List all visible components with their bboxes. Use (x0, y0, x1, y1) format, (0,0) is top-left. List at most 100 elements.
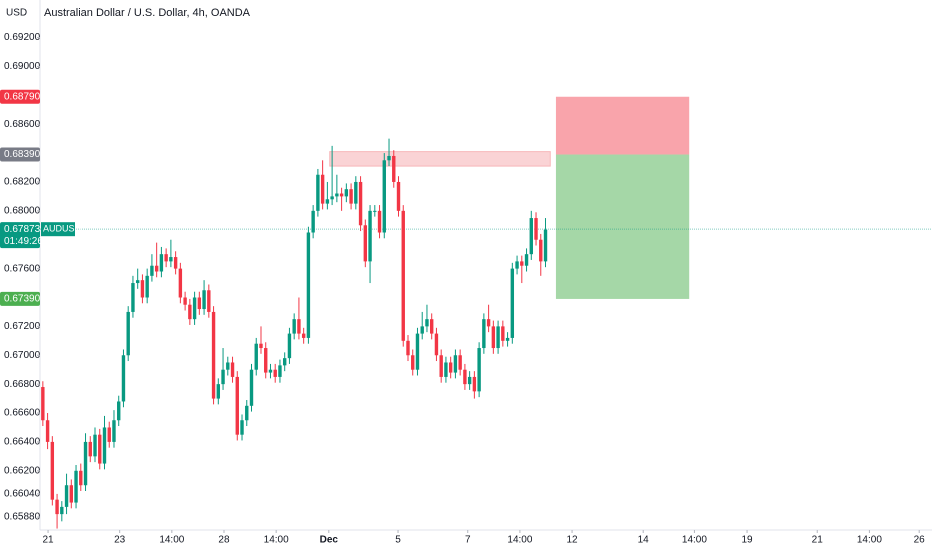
candle-body (373, 210, 377, 212)
price-tag-label: 0.67873 (4, 224, 41, 235)
stop-zone (555, 96, 690, 155)
candle-body (448, 362, 453, 373)
candle-body (458, 355, 462, 370)
candle-body (192, 297, 197, 320)
candle-body (60, 506, 64, 515)
candle-body (515, 261, 519, 269)
x-tick-label: 14:00 (264, 535, 289, 546)
candle-body (216, 384, 221, 399)
candle-body (79, 470, 83, 486)
chart-title: Australian Dollar / U.S. Dollar, 4h, OAN… (44, 7, 251, 19)
candle-body (287, 333, 292, 359)
candle-body (183, 297, 187, 305)
candle-body (98, 434, 102, 464)
candle-body (301, 333, 306, 338)
candle-body (112, 420, 116, 442)
candle-body (145, 275, 149, 298)
candle-body (482, 319, 486, 349)
candle-body (406, 340, 410, 356)
candle-body (69, 485, 73, 503)
candle-body (50, 441, 55, 500)
symbol-tag (41, 222, 75, 237)
candle-body (330, 196, 334, 200)
candle-body (178, 268, 183, 298)
x-tick-label: 21 (812, 535, 824, 546)
candle-body (316, 174, 320, 211)
price-tag (0, 89, 40, 104)
axis-unit: USD (6, 8, 27, 19)
x-tick-label: 5 (395, 535, 401, 546)
x-tick-label: 14:00 (507, 535, 532, 546)
candle-body (55, 499, 59, 515)
candle-body (245, 405, 249, 421)
candle-body (282, 358, 287, 366)
candle-body (207, 290, 211, 312)
candle-body (121, 355, 126, 402)
candle-body (358, 181, 363, 226)
candle-body (325, 199, 330, 204)
candle-body (543, 229, 548, 262)
candle-body (486, 319, 491, 327)
y-tick-label: 0.67600 (4, 263, 41, 274)
price-tag-label: 0.68390 (4, 149, 41, 160)
candle-body (349, 189, 353, 204)
candle-body (221, 369, 225, 385)
candle-body (524, 254, 529, 266)
candle-body (211, 311, 216, 399)
candle-body (240, 420, 244, 435)
candle-body (501, 326, 505, 341)
candle-body (453, 355, 458, 373)
candle-body (377, 210, 382, 233)
candle-body (382, 160, 386, 233)
y-tick-label: 0.68000 (4, 205, 41, 216)
candle-body (311, 210, 315, 233)
candle-body (491, 326, 496, 349)
candle-body (344, 189, 349, 197)
candle-body (297, 319, 301, 334)
candle-body (74, 470, 78, 503)
candle-body (226, 362, 230, 370)
x-tick-label: 14:00 (682, 535, 707, 546)
x-tick-label: Dec (320, 535, 339, 546)
x-tick-label: 14 (638, 535, 650, 546)
candle-body (472, 376, 477, 392)
x-tick-label: 7 (465, 535, 471, 546)
y-tick-label: 0.66600 (4, 408, 41, 419)
x-tick-label: 19 (741, 535, 753, 546)
supply-zone (329, 151, 551, 167)
candle-body (154, 265, 159, 272)
candle-body (259, 343, 263, 349)
candle-body (510, 268, 515, 338)
candle-body (164, 254, 168, 262)
price-tag (0, 147, 40, 162)
countdown: 01:49:26 (4, 236, 43, 247)
candle-body (264, 348, 268, 373)
candle-body (273, 369, 277, 377)
candle-body (496, 326, 500, 349)
symbol-label: AUDUSD (43, 224, 82, 234)
candle-body (197, 297, 202, 310)
candle-body (169, 257, 173, 262)
candle-body (505, 337, 510, 341)
x-tick-label: 26 (914, 535, 926, 546)
candle-body (368, 210, 372, 262)
candle-body (534, 218, 538, 240)
candle-body (159, 254, 164, 272)
candle-body (150, 265, 154, 276)
y-tick-label: 0.67000 (4, 350, 41, 361)
candle-body (268, 369, 273, 373)
candle-body (335, 193, 339, 197)
price-tag-label: 0.67390 (4, 294, 41, 305)
candle-body (467, 376, 472, 385)
candle-body (254, 343, 258, 370)
candle-body (202, 290, 206, 310)
candle-body (235, 376, 239, 435)
candle-body (430, 319, 434, 334)
candle-body (425, 319, 429, 327)
candle-body (320, 174, 325, 204)
x-tick-label: 12 (567, 535, 579, 546)
y-tick-label: 0.66200 (4, 465, 41, 476)
candle-body (88, 441, 92, 457)
candle-body (539, 239, 543, 262)
